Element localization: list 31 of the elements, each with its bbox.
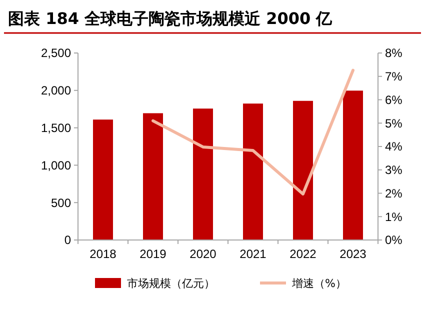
y-tick-label: 1,500 xyxy=(40,121,72,135)
bar xyxy=(93,120,113,240)
y2-tick-label: 0% xyxy=(385,233,403,248)
y-tick-label: 0 xyxy=(64,233,72,248)
y-tick-label: 2,000 xyxy=(40,84,72,98)
y2-tick-label: 7% xyxy=(385,70,403,84)
bar xyxy=(343,90,363,240)
bar xyxy=(143,113,163,240)
x-tick-label: 2018 xyxy=(90,247,117,261)
y2-tick-label: 1% xyxy=(385,210,403,224)
legend-label: 增速（%） xyxy=(291,276,346,290)
y-tick-label: 1,000 xyxy=(40,158,72,172)
y2-tick-label: 5% xyxy=(385,116,403,130)
y2-tick-label: 8% xyxy=(385,46,403,60)
y2-tick-label: 3% xyxy=(385,163,403,178)
legend-label: 市场规模（亿元） xyxy=(127,276,215,290)
y2-tick-label: 4% xyxy=(385,140,403,154)
chart-title: 图表 184 全球电子陶瓷市场规模近 2000 亿 xyxy=(8,9,334,28)
x-tick-label: 2020 xyxy=(190,247,217,261)
bar xyxy=(293,100,313,240)
x-tick-label: 2021 xyxy=(240,247,267,261)
x-tick-label: 2019 xyxy=(140,247,167,261)
line-series xyxy=(152,68,354,196)
bar xyxy=(243,104,263,240)
y-tick-label: 500 xyxy=(50,196,72,210)
y-tick-label: 2,500 xyxy=(40,46,72,60)
bar xyxy=(193,108,213,240)
x-tick-label: 2023 xyxy=(340,247,367,261)
y2-tick-label: 2% xyxy=(385,186,403,200)
x-tick-label: 2022 xyxy=(290,247,317,261)
y2-tick-label: 6% xyxy=(385,92,403,107)
